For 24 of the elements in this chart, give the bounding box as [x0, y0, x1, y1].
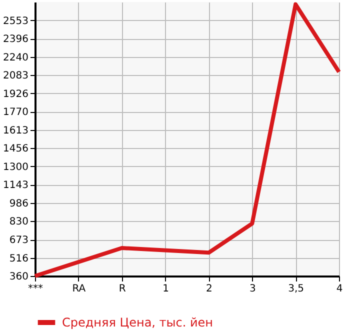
x-tick-label: 1 [162, 284, 169, 294]
y-tick-label: 986 [9, 198, 28, 210]
y-tick-label: 2396 [3, 34, 28, 46]
y-tick-label: 516 [9, 253, 28, 264]
x-tick-label: *** [28, 284, 43, 294]
x-tick-label: 3 [249, 284, 256, 294]
x-tick-label: 2 [206, 284, 212, 294]
y-tick-label: 2083 [3, 70, 28, 82]
x-tick-label: R [118, 284, 126, 294]
x-tick-label: 3,5 [288, 284, 304, 294]
legend-label: Средняя Цена, тыс. йен [62, 316, 214, 330]
y-tick-label: 830 [9, 216, 28, 228]
y-tick-label: 1613 [3, 125, 28, 136]
y-tick-label: 1770 [3, 107, 28, 118]
y-tick-label: 673 [9, 235, 28, 246]
y-tick-label: 2553 [3, 16, 28, 27]
y-tick-label: 360 [9, 272, 28, 282]
y-tick-label: 1143 [3, 180, 28, 192]
x-tick-label: RA [72, 284, 86, 294]
y-tick-label: 1926 [3, 88, 28, 100]
y-tick-label: 2240 [3, 52, 28, 64]
y-tick-label: 1300 [3, 162, 28, 173]
x-tick-label: 4 [336, 284, 343, 294]
y-tick-label: 1456 [3, 144, 28, 155]
